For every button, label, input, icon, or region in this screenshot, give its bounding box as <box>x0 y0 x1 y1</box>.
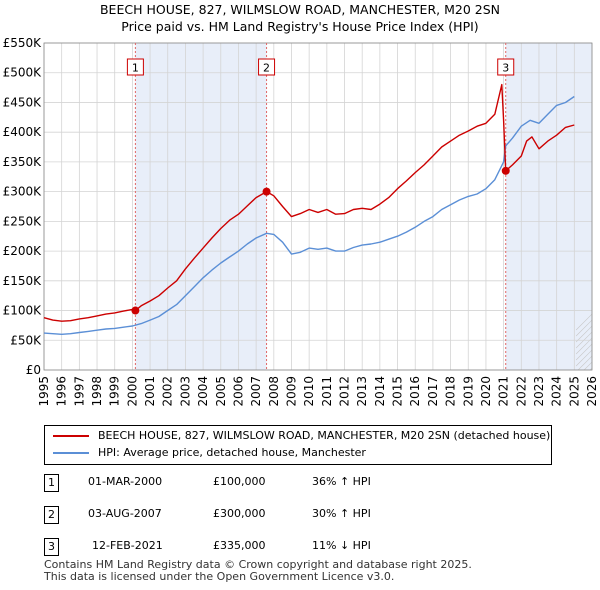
footer-copyright: Contains HM Land Registry data © Crown c… <box>44 558 472 571</box>
chart-title-line2: Price paid vs. HM Land Registry's House … <box>121 19 479 34</box>
sale-hpi-change: 30% ↑ HPI <box>312 507 371 520</box>
x-tick-label: 2015 <box>391 376 405 407</box>
sale-hpi-change: 36% ↑ HPI <box>312 475 371 488</box>
ownership-shade <box>505 43 592 370</box>
legend-label-hpi: HPI: Average price, detached house, Manc… <box>98 446 366 459</box>
y-tick-label: £450K <box>3 95 43 109</box>
forecast-hatch <box>575 319 593 337</box>
sale-number: 1 <box>44 474 59 492</box>
y-tick-label: £0 <box>26 363 41 377</box>
x-tick-label: 1998 <box>90 376 104 407</box>
x-tick-label: 2020 <box>479 376 493 407</box>
footer: Contains HM Land Registry data © Crown c… <box>44 559 472 583</box>
sale-row: 1 01-MAR-2000 £100,000 36% ↑ HPI <box>0 472 600 494</box>
sale-label-number: 1 <box>132 62 139 75</box>
x-tick-label: 2001 <box>143 376 157 407</box>
y-tick-label: £350K <box>3 155 43 169</box>
x-tick-label: 2008 <box>267 376 281 407</box>
x-tick-label: 2014 <box>373 376 387 407</box>
y-tick-label: £150K <box>3 274 43 288</box>
x-tick-label: 2011 <box>320 376 334 407</box>
forecast-hatch <box>575 349 593 367</box>
plot-frame <box>43 42 593 371</box>
sale-price: £300,000 <box>213 507 266 520</box>
x-tick-label: 2004 <box>196 376 210 407</box>
x-tick-label: 2018 <box>444 376 458 407</box>
x-tick-label: 2009 <box>284 376 298 407</box>
ownership-shade <box>135 43 267 370</box>
y-tick-label: £300K <box>3 185 43 199</box>
x-tick-label: 2013 <box>355 376 369 407</box>
x-tick-label: 1997 <box>72 376 86 407</box>
sale-number: 3 <box>44 538 59 556</box>
forecast-hatch <box>575 337 593 355</box>
sale-row: 3 12-FEB-2021 £335,000 11% ↓ HPI <box>0 536 600 558</box>
x-tick-label: 2007 <box>249 376 263 407</box>
legend: BEECH HOUSE, 827, WILMSLOW ROAD, MANCHES… <box>44 425 552 465</box>
x-tick-label: 2019 <box>461 376 475 407</box>
x-tick-label: 2012 <box>338 376 352 407</box>
x-tick-label: 2002 <box>161 376 175 407</box>
footer-licence: This data is licensed under the Open Gov… <box>44 570 395 583</box>
sale-point <box>131 306 140 315</box>
legend-label-property: BEECH HOUSE, 827, WILMSLOW ROAD, MANCHES… <box>98 429 551 442</box>
x-tick-label: 2017 <box>426 376 440 407</box>
x-tick-label: 2026 <box>585 376 599 407</box>
y-tick-label: £250K <box>3 214 43 228</box>
price-chart: £0 £50K £100K £150K £200K £250K £300K £350K £400… <box>3 36 599 407</box>
sale-label-box <box>258 58 276 76</box>
sale-hpi-change: 11% ↓ HPI <box>312 539 371 552</box>
legend-swatch-property <box>53 435 89 437</box>
x-tick-label: 2000 <box>125 376 139 407</box>
y-tick-label: £50K <box>10 333 42 347</box>
sale-label-box <box>126 58 144 76</box>
hpi-line <box>43 95 575 335</box>
y-tick-label: £200K <box>3 244 43 258</box>
forecast-hatch <box>575 343 593 361</box>
y-tick-label: £550K <box>3 36 43 50</box>
forecast-hatch <box>575 313 593 331</box>
x-tick-label: 2016 <box>408 376 422 407</box>
forecast-hatch <box>583 361 593 371</box>
x-tick-label: 2023 <box>532 376 546 407</box>
x-tick-label: 1999 <box>108 376 122 407</box>
y-tick-label: £400K <box>3 125 43 139</box>
x-tick-label: 2010 <box>302 376 316 407</box>
x-tick-label: 2021 <box>497 376 511 407</box>
sale-date: 12-FEB-2021 <box>92 539 163 552</box>
sale-point <box>501 166 510 175</box>
x-tick-label: 2024 <box>550 376 564 407</box>
sale-price: £100,000 <box>213 475 266 488</box>
sale-number: 2 <box>44 506 59 524</box>
forecast-hatch <box>577 355 593 371</box>
x-tick-label: 2003 <box>178 376 192 407</box>
legend-swatch-hpi <box>53 452 89 454</box>
sale-date: 01-MAR-2000 <box>88 475 163 488</box>
sale-date: 03-AUG-2007 <box>88 507 162 520</box>
y-tick-label: £100K <box>3 304 43 318</box>
chart-title-line1: BEECH HOUSE, 827, WILMSLOW ROAD, MANCHES… <box>99 2 500 17</box>
x-tick-label: 1996 <box>55 376 69 407</box>
forecast-hatch <box>575 325 593 343</box>
sale-price: £335,000 <box>213 539 266 552</box>
x-tick-label: 2005 <box>214 376 228 407</box>
sale-label-box <box>497 58 515 76</box>
x-tick-label: 2006 <box>231 376 245 407</box>
sale-label-number: 3 <box>502 62 509 75</box>
x-tick-label: 2025 <box>567 376 581 407</box>
x-tick-label: 2022 <box>514 376 528 407</box>
sale-label-number: 2 <box>263 62 270 75</box>
x-tick-label: 1995 <box>37 376 51 407</box>
y-tick-label: £500K <box>3 66 43 80</box>
sale-row: 2 03-AUG-2007 £300,000 30% ↑ HPI <box>0 504 600 526</box>
sale-point <box>262 187 271 196</box>
